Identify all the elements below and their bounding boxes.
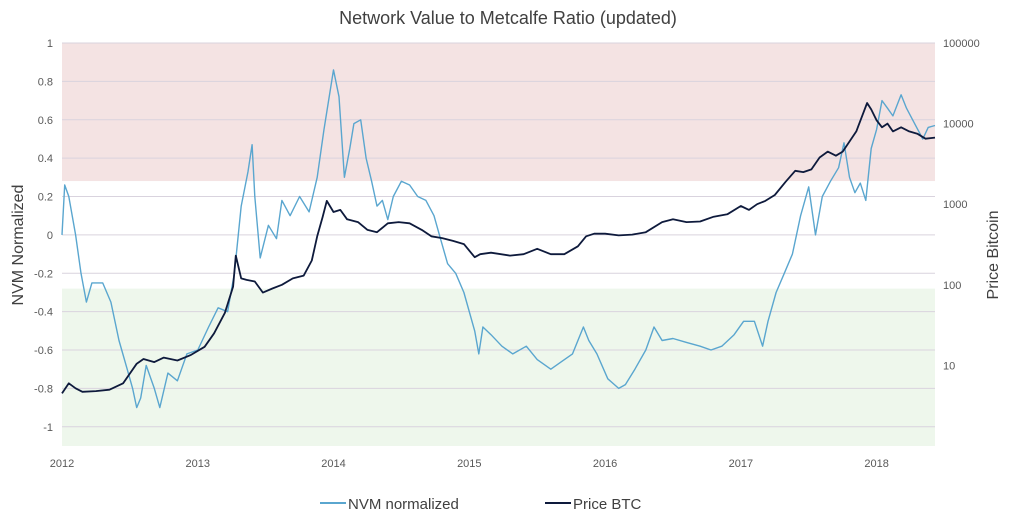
x-tick-label: 2012 <box>50 458 74 470</box>
right-tick-label: 10000 <box>943 119 974 131</box>
x-axis: 2012 2013 2014 2015 2016 2017 2018 <box>50 458 889 470</box>
left-tick-label: -0.8 <box>34 383 53 395</box>
right-tick-label: 10 <box>943 360 955 372</box>
x-tick-label: 2013 <box>186 458 210 470</box>
x-tick-label: 2017 <box>729 458 753 470</box>
left-tick-label: -0.4 <box>34 307 53 319</box>
left-tick-label: 0 <box>47 230 53 242</box>
legend-label-nvm: NVM normalized <box>348 496 459 513</box>
x-tick-label: 2014 <box>321 458 345 470</box>
left-tick-label: -0.2 <box>34 268 53 280</box>
series-line-price-btc <box>61 102 936 394</box>
right-tick-label: 100 <box>943 280 961 292</box>
x-tick-label: 2018 <box>864 458 888 470</box>
right-axis-title: Price Bitcoin <box>985 211 1002 300</box>
chart-title: Network Value to Metcalfe Ratio (updated… <box>339 8 677 28</box>
left-tick-label: 0.6 <box>38 115 53 127</box>
gridlines <box>62 42 935 428</box>
right-tick-label: 1000 <box>943 199 967 211</box>
value-bands <box>62 43 935 446</box>
left-tick-label: 0.8 <box>38 76 53 88</box>
x-tick-label: 2016 <box>593 458 617 470</box>
legend: NVM normalized Price BTC <box>320 496 642 513</box>
left-tick-label: -0.6 <box>34 345 53 357</box>
series-lines <box>61 69 936 409</box>
band-overvalued <box>62 43 935 182</box>
band-undervalued <box>62 288 935 446</box>
left-tick-label: 1 <box>47 38 53 50</box>
left-tick-label: 0.4 <box>38 153 53 165</box>
x-tick-label: 2015 <box>457 458 481 470</box>
right-axis: 100000 10000 1000 100 10 <box>943 38 980 372</box>
left-tick-label: -1 <box>43 422 53 434</box>
right-tick-label: 100000 <box>943 38 980 50</box>
legend-label-price: Price BTC <box>573 496 642 513</box>
left-axis-title: NVM Normalized <box>10 185 27 306</box>
left-tick-label: 0.2 <box>38 192 53 204</box>
series-line-nvm-normalized <box>61 69 936 409</box>
left-axis: 1 0.8 0.6 0.4 0.2 0 -0.2 -0.4 -0.6 -0.8 -1 <box>34 38 53 434</box>
